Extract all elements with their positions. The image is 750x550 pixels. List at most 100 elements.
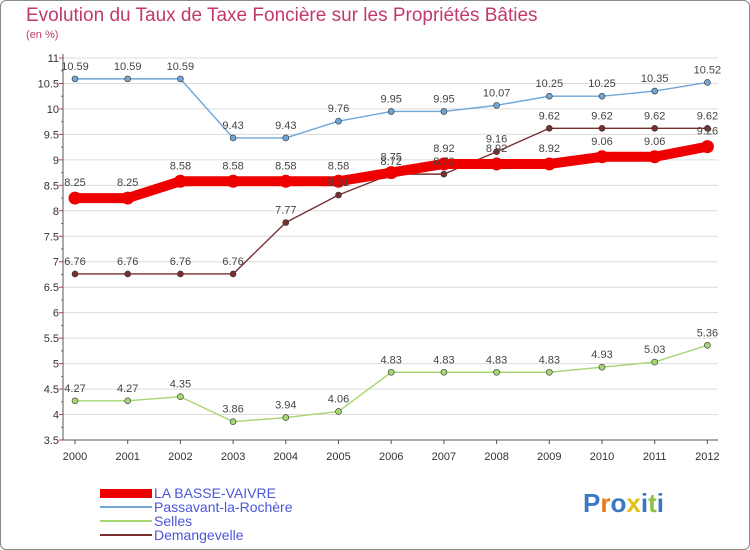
- data-point: [229, 418, 237, 425]
- data-label: 9.06: [591, 136, 612, 148]
- y-tick-label: 8: [53, 206, 59, 218]
- data-point: [440, 108, 448, 115]
- data-label: 8.92: [433, 143, 454, 155]
- data-point: [545, 368, 553, 376]
- data-label: 9.43: [222, 120, 243, 132]
- data-point: [335, 408, 342, 415]
- data-label: 4.83: [380, 354, 401, 366]
- data-label: 4.06: [328, 393, 349, 405]
- grid-lines: [63, 57, 718, 441]
- data-label: 4.27: [117, 383, 138, 395]
- x-tick-label: 2009: [537, 451, 561, 463]
- logo-letter: i: [656, 488, 664, 518]
- data-point: [177, 75, 184, 83]
- logo-letter: o: [610, 488, 627, 518]
- y-tick-label: 9: [53, 155, 59, 167]
- data-label: 9.62: [591, 110, 612, 122]
- data-point: [704, 124, 711, 132]
- data-point: [71, 75, 79, 83]
- data-label: 3.94: [275, 400, 296, 412]
- data-label: 8.25: [64, 177, 85, 189]
- data-label: 6.76: [117, 256, 138, 268]
- x-tick-label: 2006: [379, 451, 403, 463]
- data-point: [229, 134, 237, 142]
- series-group: [68, 75, 714, 425]
- y-tick-label: 10.5: [38, 78, 59, 90]
- x-tick-label: 2003: [221, 451, 245, 463]
- y-tick-label: 4.5: [44, 384, 59, 396]
- data-label: 7.77: [275, 205, 296, 217]
- proxiti-logo: Proxiti: [583, 488, 664, 519]
- data-point: [493, 368, 500, 376]
- y-tick-label: 8.5: [44, 180, 59, 192]
- data-point: [387, 368, 395, 376]
- data-label: 8.92: [486, 143, 507, 155]
- data-label: 9.76: [328, 103, 349, 115]
- legend-item: LA BASSE-VAIVRE: [100, 486, 276, 500]
- data-label: 10.07: [483, 87, 511, 99]
- data-point: [335, 117, 342, 125]
- data-point: [71, 397, 79, 405]
- logo-letter: x: [626, 488, 641, 518]
- data-point: [704, 79, 711, 86]
- logo-letter: t: [648, 488, 657, 518]
- data-label: 4.83: [486, 354, 507, 366]
- data-point: [493, 148, 500, 156]
- data-point: [384, 166, 398, 180]
- data-label: 9.06: [644, 136, 665, 148]
- x-tick-label: 2001: [115, 451, 139, 463]
- data-point: [704, 341, 711, 349]
- y-tick-label: 4: [53, 410, 59, 422]
- y-tick-label: 10: [47, 104, 59, 116]
- data-point: [124, 270, 131, 278]
- data-label: 10.59: [114, 61, 142, 73]
- y-tick-label: 7: [53, 257, 59, 269]
- x-tick-label: 2005: [326, 451, 350, 463]
- axes: 3.5 4 4.5 5 5.5 6 6.5 7 7.5 8 8.5 9 9.5 10 10.5 11 2000 2…: [38, 53, 720, 463]
- data-label: 9.62: [539, 110, 560, 122]
- unit-label: (en %): [26, 29, 59, 41]
- data-point: [651, 87, 659, 95]
- chart-title: Evolution du Taux de Taxe Foncière sur l…: [26, 5, 538, 26]
- data-label: 4.93: [591, 349, 612, 361]
- legend-label: Passavant-la-Rochère: [154, 499, 293, 515]
- y-tick-label: 7.5: [44, 231, 59, 243]
- data-point: [177, 270, 184, 278]
- legend-swatch: [100, 520, 152, 522]
- legend-label: Demangevelle: [154, 527, 244, 543]
- data-point: [71, 270, 79, 278]
- data-point: [545, 92, 553, 100]
- data-label: 10.59: [167, 61, 195, 73]
- data-label: 9.43: [275, 120, 296, 132]
- data-point: [332, 174, 345, 188]
- legend-swatch: [100, 534, 152, 536]
- y-tick-label: 5.5: [44, 333, 59, 345]
- data-label: 8.31: [328, 177, 349, 189]
- x-tick-label: 2007: [432, 451, 456, 463]
- data-label: 8.72: [433, 156, 454, 168]
- data-point: [437, 157, 451, 171]
- series-line-3: [74, 127, 709, 275]
- data-point: [177, 393, 184, 401]
- data-label: 10.25: [536, 78, 564, 90]
- x-tick-label: 2004: [274, 451, 298, 463]
- data-point: [282, 134, 290, 142]
- data-label: 8.58: [170, 160, 191, 172]
- data-label: 5.36: [697, 327, 718, 339]
- data-point: [490, 157, 504, 171]
- data-label: 5.03: [644, 344, 665, 356]
- data-point: [595, 150, 609, 164]
- data-label: 8.92: [539, 143, 560, 155]
- logo-letter: r: [600, 488, 611, 518]
- data-point: [545, 124, 553, 132]
- data-point: [651, 358, 659, 366]
- data-point: [229, 270, 237, 278]
- data-point: [282, 414, 290, 421]
- data-label: 8.58: [328, 160, 349, 172]
- data-label: 10.52: [694, 64, 722, 76]
- legend-item: Selles: [100, 514, 192, 528]
- data-label: 9.16: [486, 134, 507, 146]
- data-label: 6.76: [222, 256, 243, 268]
- data-label: 10.35: [641, 73, 669, 85]
- data-point: [387, 108, 395, 115]
